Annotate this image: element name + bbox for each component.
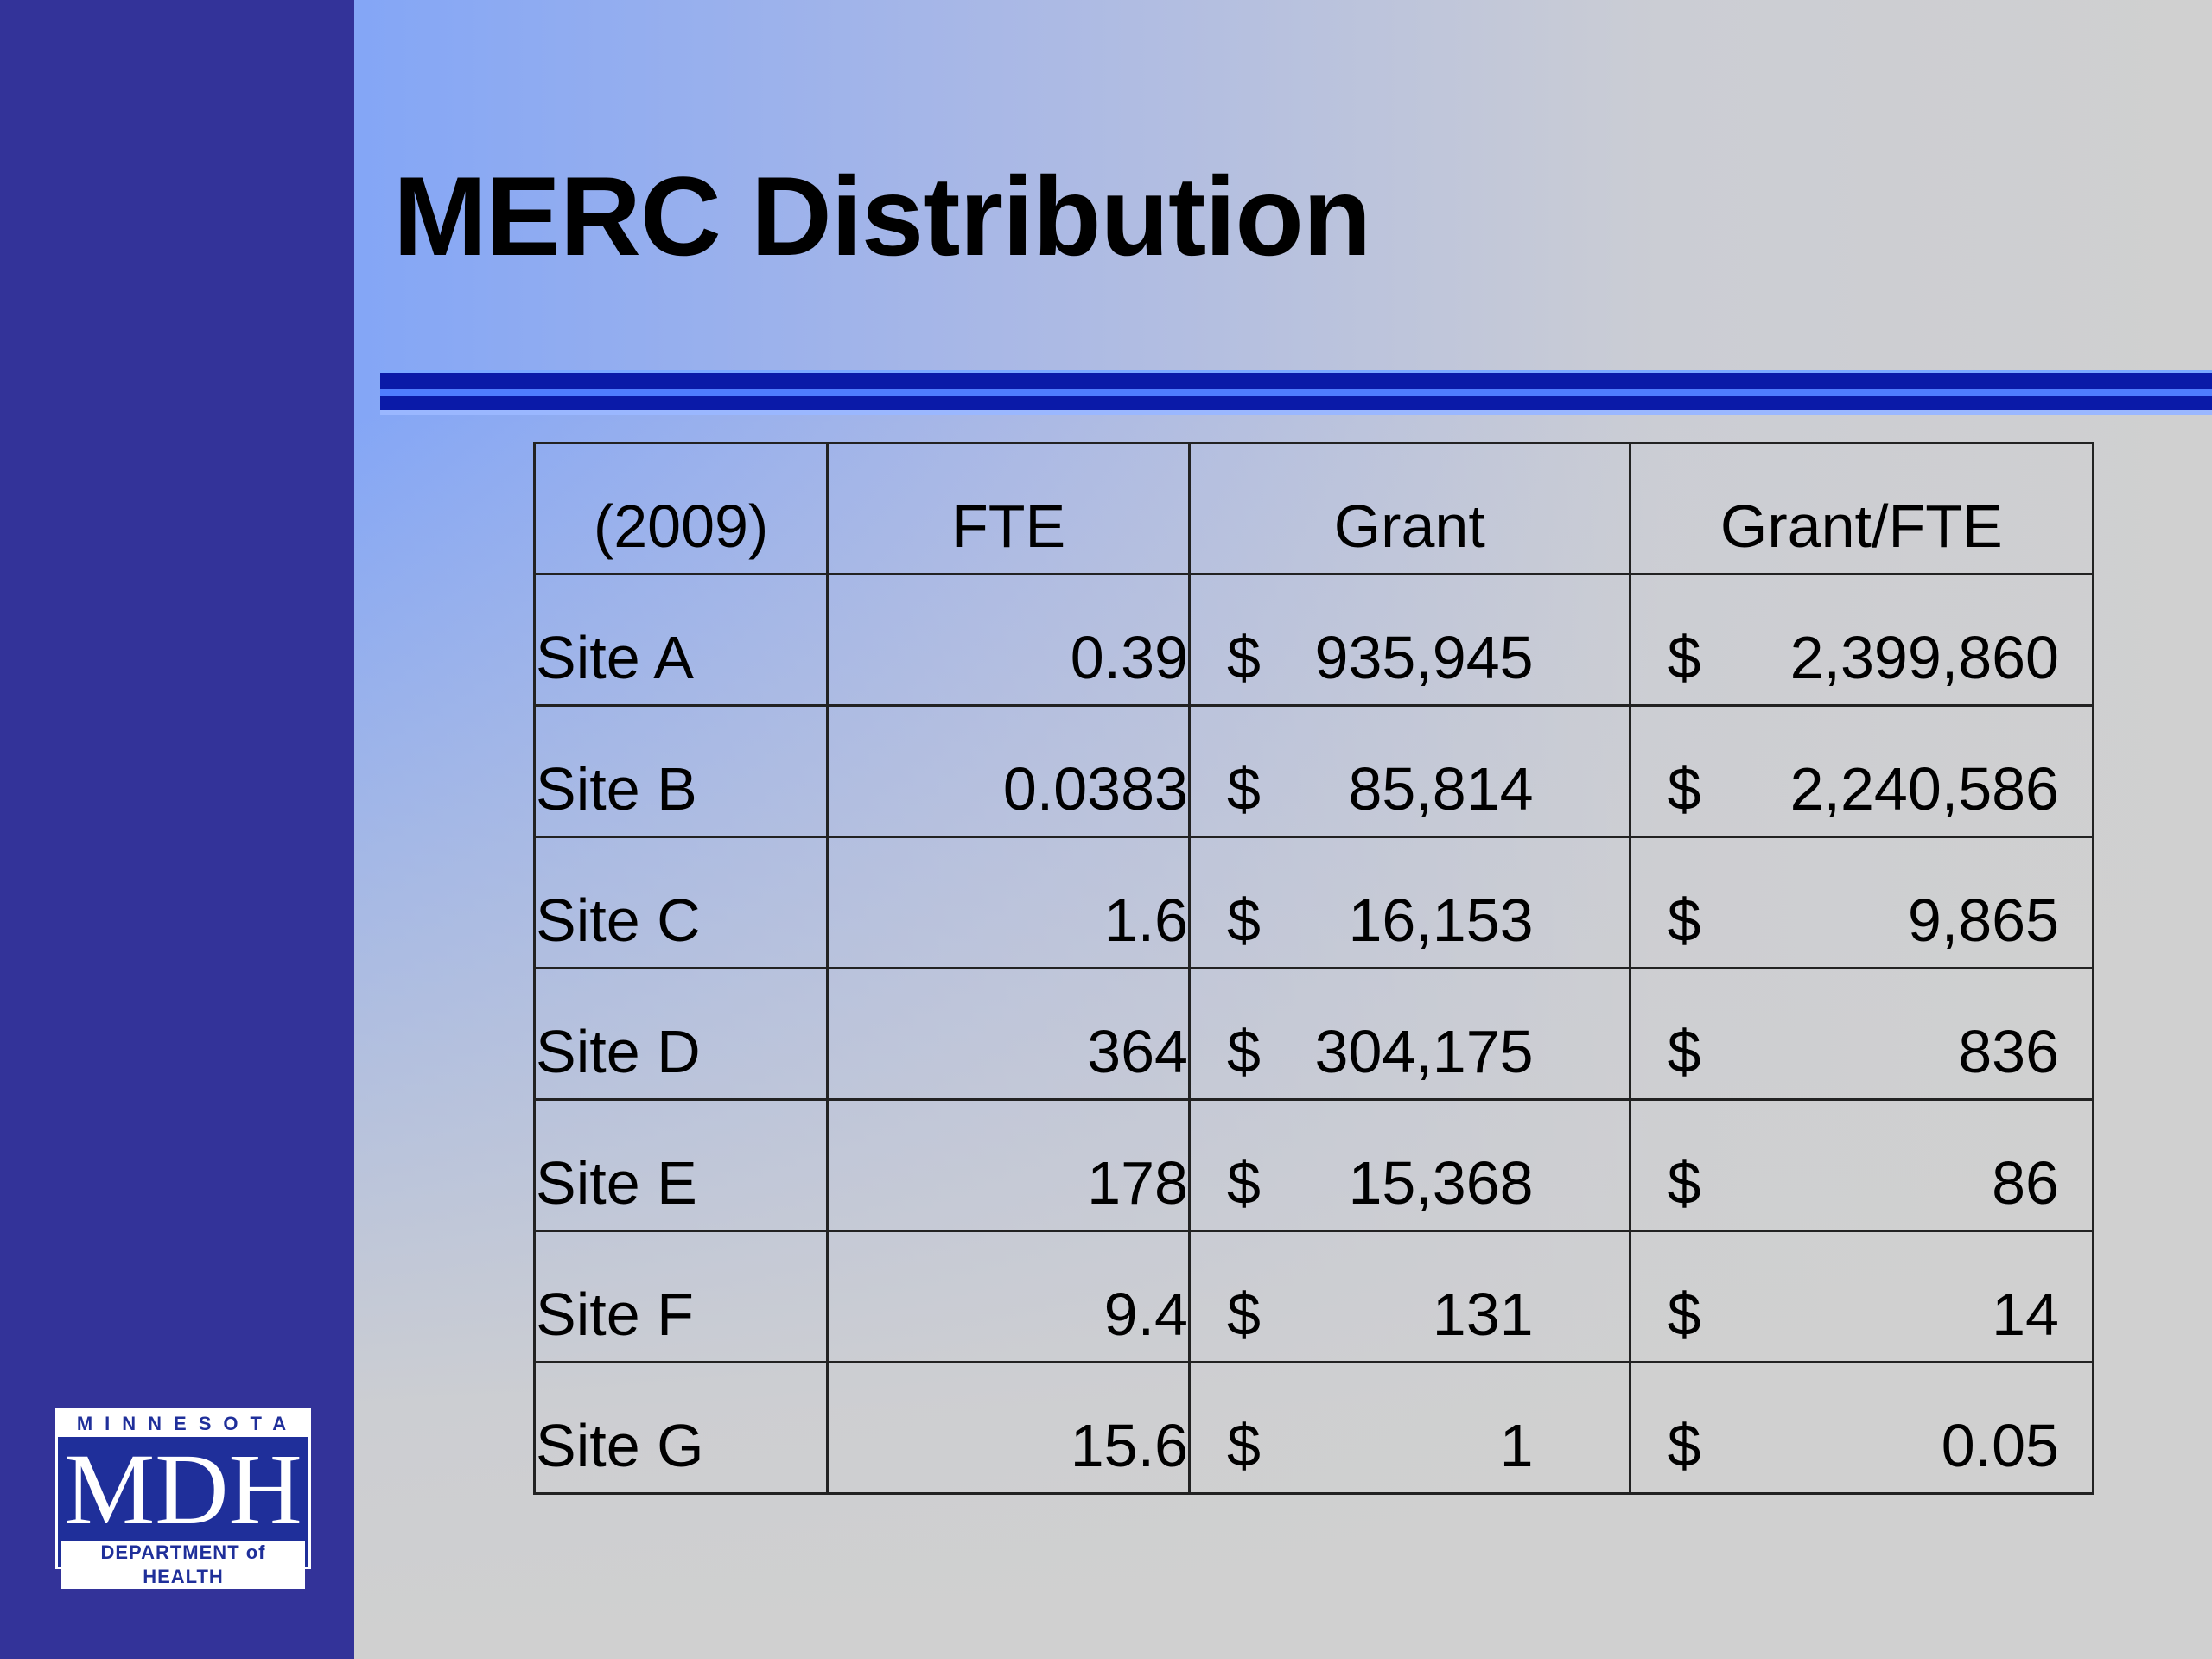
currency-symbol: $ xyxy=(1226,755,1261,823)
table-row: Site B 0.0383 $85,814 $2,240,586 xyxy=(532,704,2095,838)
slide-title: MERC Distribution xyxy=(393,153,1371,279)
site-name-cell: Site E xyxy=(532,1098,830,1232)
grant-cell: $935,945 xyxy=(1187,573,1631,707)
amount-value: 85,814 xyxy=(1348,755,1534,823)
amount-value: 15,368 xyxy=(1348,1149,1534,1217)
table-row: Site A 0.39 $935,945 $2,399,860 xyxy=(532,573,2095,707)
fte-cell: 178 xyxy=(826,1098,1191,1232)
table-row: Site E 178 $15,368 $86 xyxy=(532,1098,2095,1232)
site-name-cell: Site A xyxy=(532,573,830,707)
amount-value: 2,240,586 xyxy=(1789,755,2059,823)
currency-symbol: $ xyxy=(1226,1149,1261,1217)
amount-value: 131 xyxy=(1432,1281,1534,1348)
grant-per-fte-cell: $2,240,586 xyxy=(1628,704,2095,838)
table-body: Site A 0.39 $935,945 $2,399,860 Site B 0.0383… xyxy=(532,573,2095,1495)
currency-symbol: $ xyxy=(1667,1018,1701,1085)
grant-cell: $15,368 xyxy=(1187,1098,1631,1232)
header-grant-per-fte: Grant/FTE xyxy=(1628,442,2095,575)
currency-symbol: $ xyxy=(1226,887,1261,954)
logo-department-text: DEPARTMENT of HEALTH xyxy=(61,1541,305,1589)
grant-per-fte-cell: $836 xyxy=(1628,967,2095,1101)
currency-symbol: $ xyxy=(1226,1412,1261,1479)
mdh-logo: MINNESOTA MDH DEPARTMENT of HEALTH xyxy=(55,1408,311,1589)
logo-initials: MDH xyxy=(64,1433,302,1546)
grant-per-fte-cell: $86 xyxy=(1628,1098,2095,1232)
amount-value: 0.05 xyxy=(1941,1412,2059,1479)
currency-symbol: $ xyxy=(1226,624,1261,691)
amount-value: 1 xyxy=(1499,1412,1534,1479)
site-name-cell: Site F xyxy=(532,1230,830,1363)
grant-per-fte-cell: $9,865 xyxy=(1628,836,2095,969)
amount-value: 9,865 xyxy=(1907,887,2059,954)
merc-distribution-table: (2009) FTE Grant Grant/FTE Site A 0.39 $93… xyxy=(532,442,2095,1495)
header-fte: FTE xyxy=(826,442,1191,575)
amount-value: 2,399,860 xyxy=(1789,624,2059,691)
currency-symbol: $ xyxy=(1667,1281,1701,1348)
amount-value: 836 xyxy=(1958,1018,2059,1085)
grant-per-fte-cell: $0.05 xyxy=(1628,1361,2095,1495)
site-name-cell: Site C xyxy=(532,836,830,969)
grant-cell: $131 xyxy=(1187,1230,1631,1363)
grant-cell: $85,814 xyxy=(1187,704,1631,838)
fte-cell: 1.6 xyxy=(826,836,1191,969)
fte-cell: 9.4 xyxy=(826,1230,1191,1363)
currency-symbol: $ xyxy=(1667,1149,1701,1217)
table-row: Site D 364 $304,175 $836 xyxy=(532,967,2095,1101)
header-year: (2009) xyxy=(532,442,830,575)
fte-cell: 0.0383 xyxy=(826,704,1191,838)
grant-per-fte-cell: $14 xyxy=(1628,1230,2095,1363)
grant-cell: $304,175 xyxy=(1187,967,1631,1101)
table-header-row: (2009) FTE Grant Grant/FTE xyxy=(532,442,2095,575)
amount-value: 14 xyxy=(1992,1281,2059,1348)
currency-symbol: $ xyxy=(1226,1281,1261,1348)
table-row: Site G 15.6 $1 $0.05 xyxy=(532,1361,2095,1495)
table-row: Site F 9.4 $131 $14 xyxy=(532,1230,2095,1363)
site-name-cell: Site G xyxy=(532,1361,830,1495)
grant-cell: $1 xyxy=(1187,1361,1631,1495)
currency-symbol: $ xyxy=(1667,624,1701,691)
logo-state-text: MINNESOTA xyxy=(58,1411,308,1437)
currency-symbol: $ xyxy=(1667,755,1701,823)
amount-value: 16,153 xyxy=(1348,887,1534,954)
amount-value: 304,175 xyxy=(1314,1018,1534,1085)
grant-per-fte-cell: $2,399,860 xyxy=(1628,573,2095,707)
sidebar-band xyxy=(0,0,354,1659)
amount-value: 935,945 xyxy=(1314,624,1534,691)
header-grant: Grant xyxy=(1187,442,1631,575)
table-row: Site C 1.6 $16,153 $9,865 xyxy=(532,836,2095,969)
fte-cell: 364 xyxy=(826,967,1191,1101)
fte-cell: 15.6 xyxy=(826,1361,1191,1495)
currency-symbol: $ xyxy=(1226,1018,1261,1085)
grant-cell: $16,153 xyxy=(1187,836,1631,969)
fte-cell: 0.39 xyxy=(826,573,1191,707)
site-name-cell: Site B xyxy=(532,704,830,838)
currency-symbol: $ xyxy=(1667,887,1701,954)
amount-value: 86 xyxy=(1992,1149,2059,1217)
currency-symbol: $ xyxy=(1667,1412,1701,1479)
site-name-cell: Site D xyxy=(532,967,830,1101)
title-divider xyxy=(380,370,2212,415)
